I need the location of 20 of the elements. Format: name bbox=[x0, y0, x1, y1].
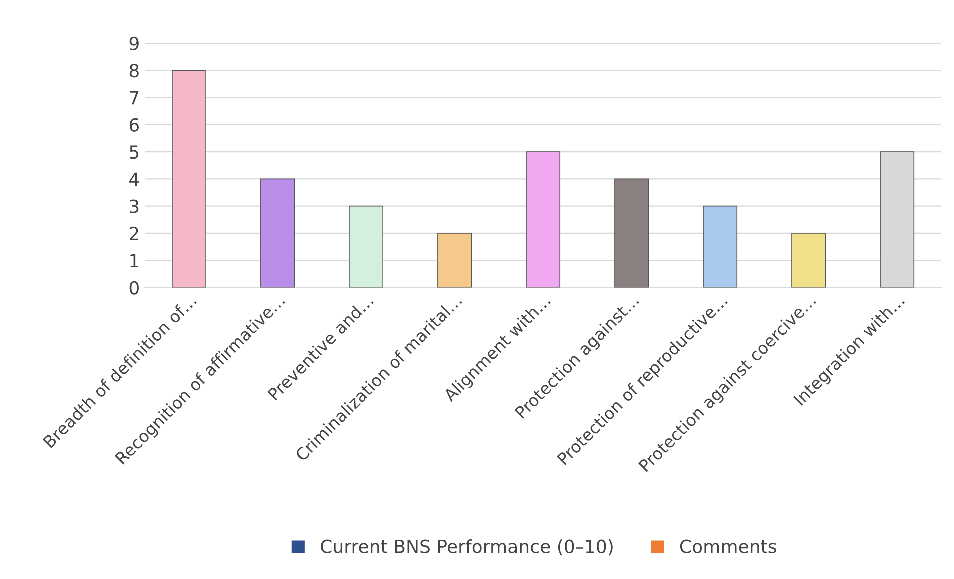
y-tick-label: 3 bbox=[130, 200, 139, 214]
y-tick-label: 9 bbox=[130, 36, 139, 51]
y-tick-label: 2 bbox=[130, 226, 138, 240]
bar bbox=[703, 206, 738, 288]
bar bbox=[614, 178, 650, 288]
y-tick-label: 1 bbox=[130, 254, 138, 268]
bar bbox=[260, 178, 296, 288]
y-tick-label: 5 bbox=[130, 146, 139, 160]
bar bbox=[438, 233, 472, 288]
y-tick-label: 6 bbox=[130, 118, 140, 132]
bar bbox=[349, 206, 384, 288]
y-tick-label: 4 bbox=[130, 172, 140, 186]
y-tick-label: 7 bbox=[130, 91, 139, 105]
bar bbox=[792, 233, 826, 288]
y-tick-label: 0 bbox=[130, 281, 139, 295]
text: Current BNS Performance (0–10) bbox=[321, 539, 613, 556]
bar bbox=[526, 152, 561, 288]
bar bbox=[172, 70, 206, 288]
legend-label: Comments bbox=[680, 540, 776, 554]
y-tick-label: 8 bbox=[130, 64, 139, 78]
